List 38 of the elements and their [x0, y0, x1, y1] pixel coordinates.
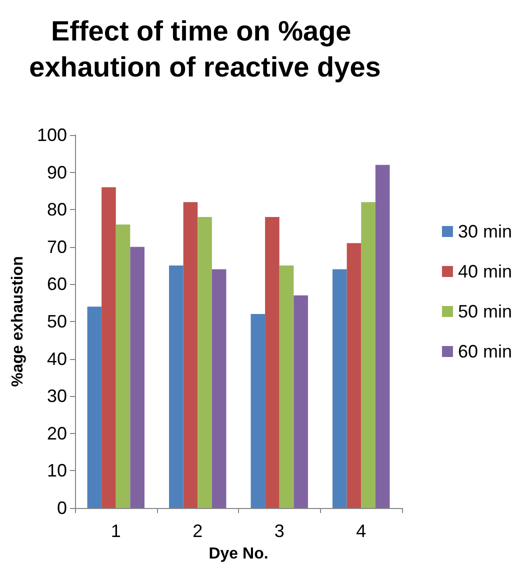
- y-tick-label: 100: [36, 125, 67, 145]
- bar: [198, 217, 212, 508]
- bar: [375, 164, 390, 508]
- x-axis-title: Dye No.: [208, 546, 268, 562]
- y-axis-title: %age exhaustion: [10, 256, 27, 387]
- y-tick-label: 80: [46, 200, 67, 220]
- bar: [87, 306, 102, 508]
- bar: [294, 295, 308, 508]
- bar: [212, 269, 226, 508]
- bar: [116, 224, 130, 508]
- legend-label: 40 min: [458, 262, 512, 282]
- legend-label: 60 min: [458, 342, 512, 362]
- y-tick-label: 70: [46, 236, 67, 257]
- x-tick-label: 3: [274, 521, 284, 541]
- bar: [265, 217, 280, 508]
- bar: [346, 243, 362, 508]
- legend-label: 50 min: [458, 302, 512, 322]
- bar: [102, 187, 116, 508]
- bar: [130, 246, 144, 508]
- chart-title: Effect of time on %age exhaution of reactive dyes: [29, 16, 381, 82]
- x-tick-label: 1: [110, 521, 121, 541]
- bar: [250, 314, 266, 508]
- x-tick-label: 4: [356, 521, 366, 541]
- y-tick-label: 0: [56, 498, 67, 518]
- legend-label: 30 min: [458, 222, 512, 242]
- y-tick-label: 30: [46, 386, 67, 406]
- x-tick-label: 2: [192, 521, 203, 541]
- y-tick-label: 20: [46, 423, 67, 444]
- bar: [279, 266, 294, 508]
- y-tick-label: 90: [46, 162, 67, 182]
- y-tick-label: 40: [46, 348, 67, 369]
- bar: [169, 266, 184, 508]
- bar: [332, 269, 347, 508]
- y-tick-label: 60: [46, 274, 67, 294]
- y-tick-label: 50: [46, 312, 67, 332]
- bar: [361, 202, 376, 508]
- bar: [183, 202, 198, 508]
- y-tick-label: 10: [46, 460, 67, 481]
